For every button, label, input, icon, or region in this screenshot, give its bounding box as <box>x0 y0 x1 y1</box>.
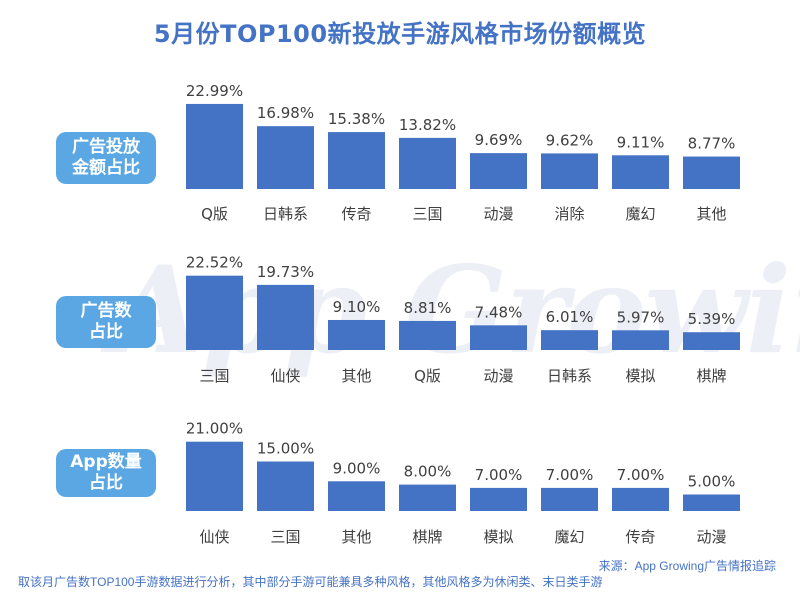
panel-label-line: 金额占比 <box>72 158 140 178</box>
data-label: 15.00% <box>257 440 314 458</box>
data-label: 21.00% <box>186 420 243 438</box>
bar <box>399 484 456 511</box>
category-label: 传奇 <box>625 528 655 546</box>
data-label: 7.48% <box>475 303 523 321</box>
bar <box>541 330 598 350</box>
data-label: 7.00% <box>617 466 665 484</box>
bar <box>328 132 385 189</box>
category-label: 动漫 <box>483 205 513 223</box>
bar <box>257 461 314 511</box>
bar <box>399 137 456 189</box>
category-label: Q版 <box>201 205 228 223</box>
bar <box>399 320 456 350</box>
panel-label-app-count: App数量 占比 <box>56 449 156 497</box>
category-label: 消除 <box>554 205 584 223</box>
bar <box>186 441 243 511</box>
bar <box>612 330 669 350</box>
bar <box>541 153 598 189</box>
panel-label-ad-count: 广告数 占比 <box>56 296 156 348</box>
category-label: 三国 <box>270 528 300 546</box>
panel-label-line: 广告投放 <box>72 137 140 157</box>
data-label: 9.00% <box>333 459 381 477</box>
category-label: 其他 <box>341 528 371 546</box>
data-label: 5.00% <box>688 473 736 491</box>
data-label: 8.81% <box>404 299 452 317</box>
data-label: 22.52% <box>186 254 243 272</box>
panel-label-line: 广告数 <box>80 301 132 321</box>
bar <box>328 319 385 350</box>
category-label: 其他 <box>696 205 726 223</box>
bar <box>683 494 740 511</box>
data-label: 7.00% <box>475 466 523 484</box>
data-label: 5.39% <box>688 310 736 328</box>
category-label: 仙侠 <box>199 528 229 546</box>
category-label: 传奇 <box>341 205 371 223</box>
data-label: 16.98% <box>257 104 314 122</box>
bar <box>683 156 740 189</box>
category-label: 日韩系 <box>263 205 308 223</box>
category-label: 模拟 <box>625 367 655 385</box>
bar <box>257 126 314 189</box>
category-label: 三国 <box>199 367 229 385</box>
bar <box>257 284 314 350</box>
data-label: 8.77% <box>688 135 736 153</box>
category-label: 模拟 <box>483 528 513 546</box>
category-label: 魔幻 <box>625 205 655 223</box>
category-label: 棋牌 <box>696 367 726 385</box>
bar <box>186 275 243 350</box>
category-label: 魔幻 <box>554 528 584 546</box>
panel-label-line: 占比 <box>89 322 123 342</box>
category-label: 动漫 <box>696 528 726 546</box>
data-label: 5.97% <box>617 308 665 326</box>
category-label: 其他 <box>341 367 371 385</box>
category-label: 三国 <box>412 205 442 223</box>
data-label: 6.01% <box>546 308 594 326</box>
category-label: 仙侠 <box>270 367 300 385</box>
data-label: 22.99% <box>186 82 243 100</box>
data-label: 13.82% <box>399 116 456 134</box>
footnote-text: 取该月广告数TOP100手游数据进行分析，其中部分手游可能兼具多种风格，其他风格… <box>18 575 603 589</box>
panel-label-line: App数量 <box>70 452 142 472</box>
bar <box>541 487 598 511</box>
data-label: 9.69% <box>475 131 523 149</box>
bar <box>186 103 243 189</box>
category-label: 棋牌 <box>412 528 442 546</box>
category-label: Q版 <box>414 367 441 385</box>
bar <box>328 481 385 511</box>
bar-chart-app-count: 21.00% 仙侠 15.00% 三国 9.00% 其他 8.00% 棋牌 7.00% 模拟 7.0… <box>186 420 740 546</box>
panel-label-line: 占比 <box>89 473 123 493</box>
category-label: 日韩系 <box>547 367 592 385</box>
bar <box>470 487 527 511</box>
bar <box>612 155 669 189</box>
data-label: 9.10% <box>333 298 381 316</box>
data-label: 15.38% <box>328 110 385 128</box>
bar <box>683 332 740 350</box>
data-label: 7.00% <box>546 466 594 484</box>
category-label: 动漫 <box>483 367 513 385</box>
data-label: 19.73% <box>257 263 314 281</box>
bar-chart-ad-count: 22.52% 三国 19.73% 仙侠 9.10% 其他 8.81% Q版 7.48% 动漫 6.0… <box>186 254 740 385</box>
source-text: 来源：App Growing广告情报追踪 <box>598 559 776 573</box>
bar <box>470 153 527 189</box>
data-label: 9.62% <box>546 131 594 149</box>
bar <box>612 487 669 511</box>
bar-chart-ad-spend: 22.99% Q版 16.98% 日韩系 15.38% 传奇 13.82% 三国 9.69% 动漫… <box>186 82 740 223</box>
chart-title: 5月份TOP100新投放手游风格市场份额概览 <box>153 20 647 48</box>
data-label: 9.11% <box>617 133 665 151</box>
bar <box>470 325 527 350</box>
panel-label-ad-spend: 广告投放 金额占比 <box>56 132 156 184</box>
data-label: 8.00% <box>404 463 452 481</box>
